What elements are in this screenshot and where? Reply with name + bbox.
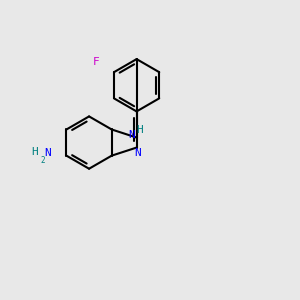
Text: N: N xyxy=(44,148,51,158)
Text: F: F xyxy=(93,56,100,67)
Text: H: H xyxy=(136,125,143,135)
Text: N: N xyxy=(135,148,142,158)
Text: H: H xyxy=(31,147,38,157)
Text: N: N xyxy=(128,130,135,140)
Text: 2: 2 xyxy=(41,155,45,164)
